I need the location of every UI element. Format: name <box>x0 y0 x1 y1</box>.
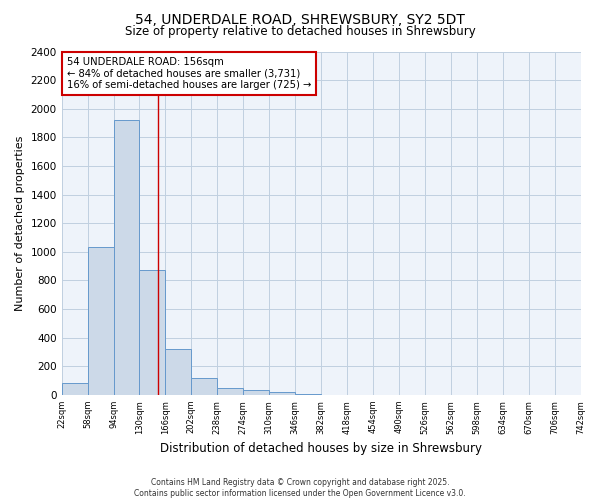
Bar <box>166 349 191 395</box>
Bar <box>139 270 166 395</box>
X-axis label: Distribution of detached houses by size in Shrewsbury: Distribution of detached houses by size … <box>160 442 482 455</box>
Text: 54 UNDERDALE ROAD: 156sqm
← 84% of detached houses are smaller (3,731)
16% of se: 54 UNDERDALE ROAD: 156sqm ← 84% of detac… <box>67 56 311 90</box>
Text: Contains HM Land Registry data © Crown copyright and database right 2025.
Contai: Contains HM Land Registry data © Crown c… <box>134 478 466 498</box>
Text: Size of property relative to detached houses in Shrewsbury: Size of property relative to detached ho… <box>125 25 475 38</box>
Bar <box>113 120 139 395</box>
Bar <box>243 390 269 395</box>
Bar <box>269 392 295 395</box>
Bar <box>191 378 217 395</box>
Bar <box>62 383 88 395</box>
Bar <box>295 394 321 395</box>
Y-axis label: Number of detached properties: Number of detached properties <box>15 136 25 311</box>
Bar <box>217 388 243 395</box>
Bar <box>88 247 113 395</box>
Text: 54, UNDERDALE ROAD, SHREWSBURY, SY2 5DT: 54, UNDERDALE ROAD, SHREWSBURY, SY2 5DT <box>135 12 465 26</box>
